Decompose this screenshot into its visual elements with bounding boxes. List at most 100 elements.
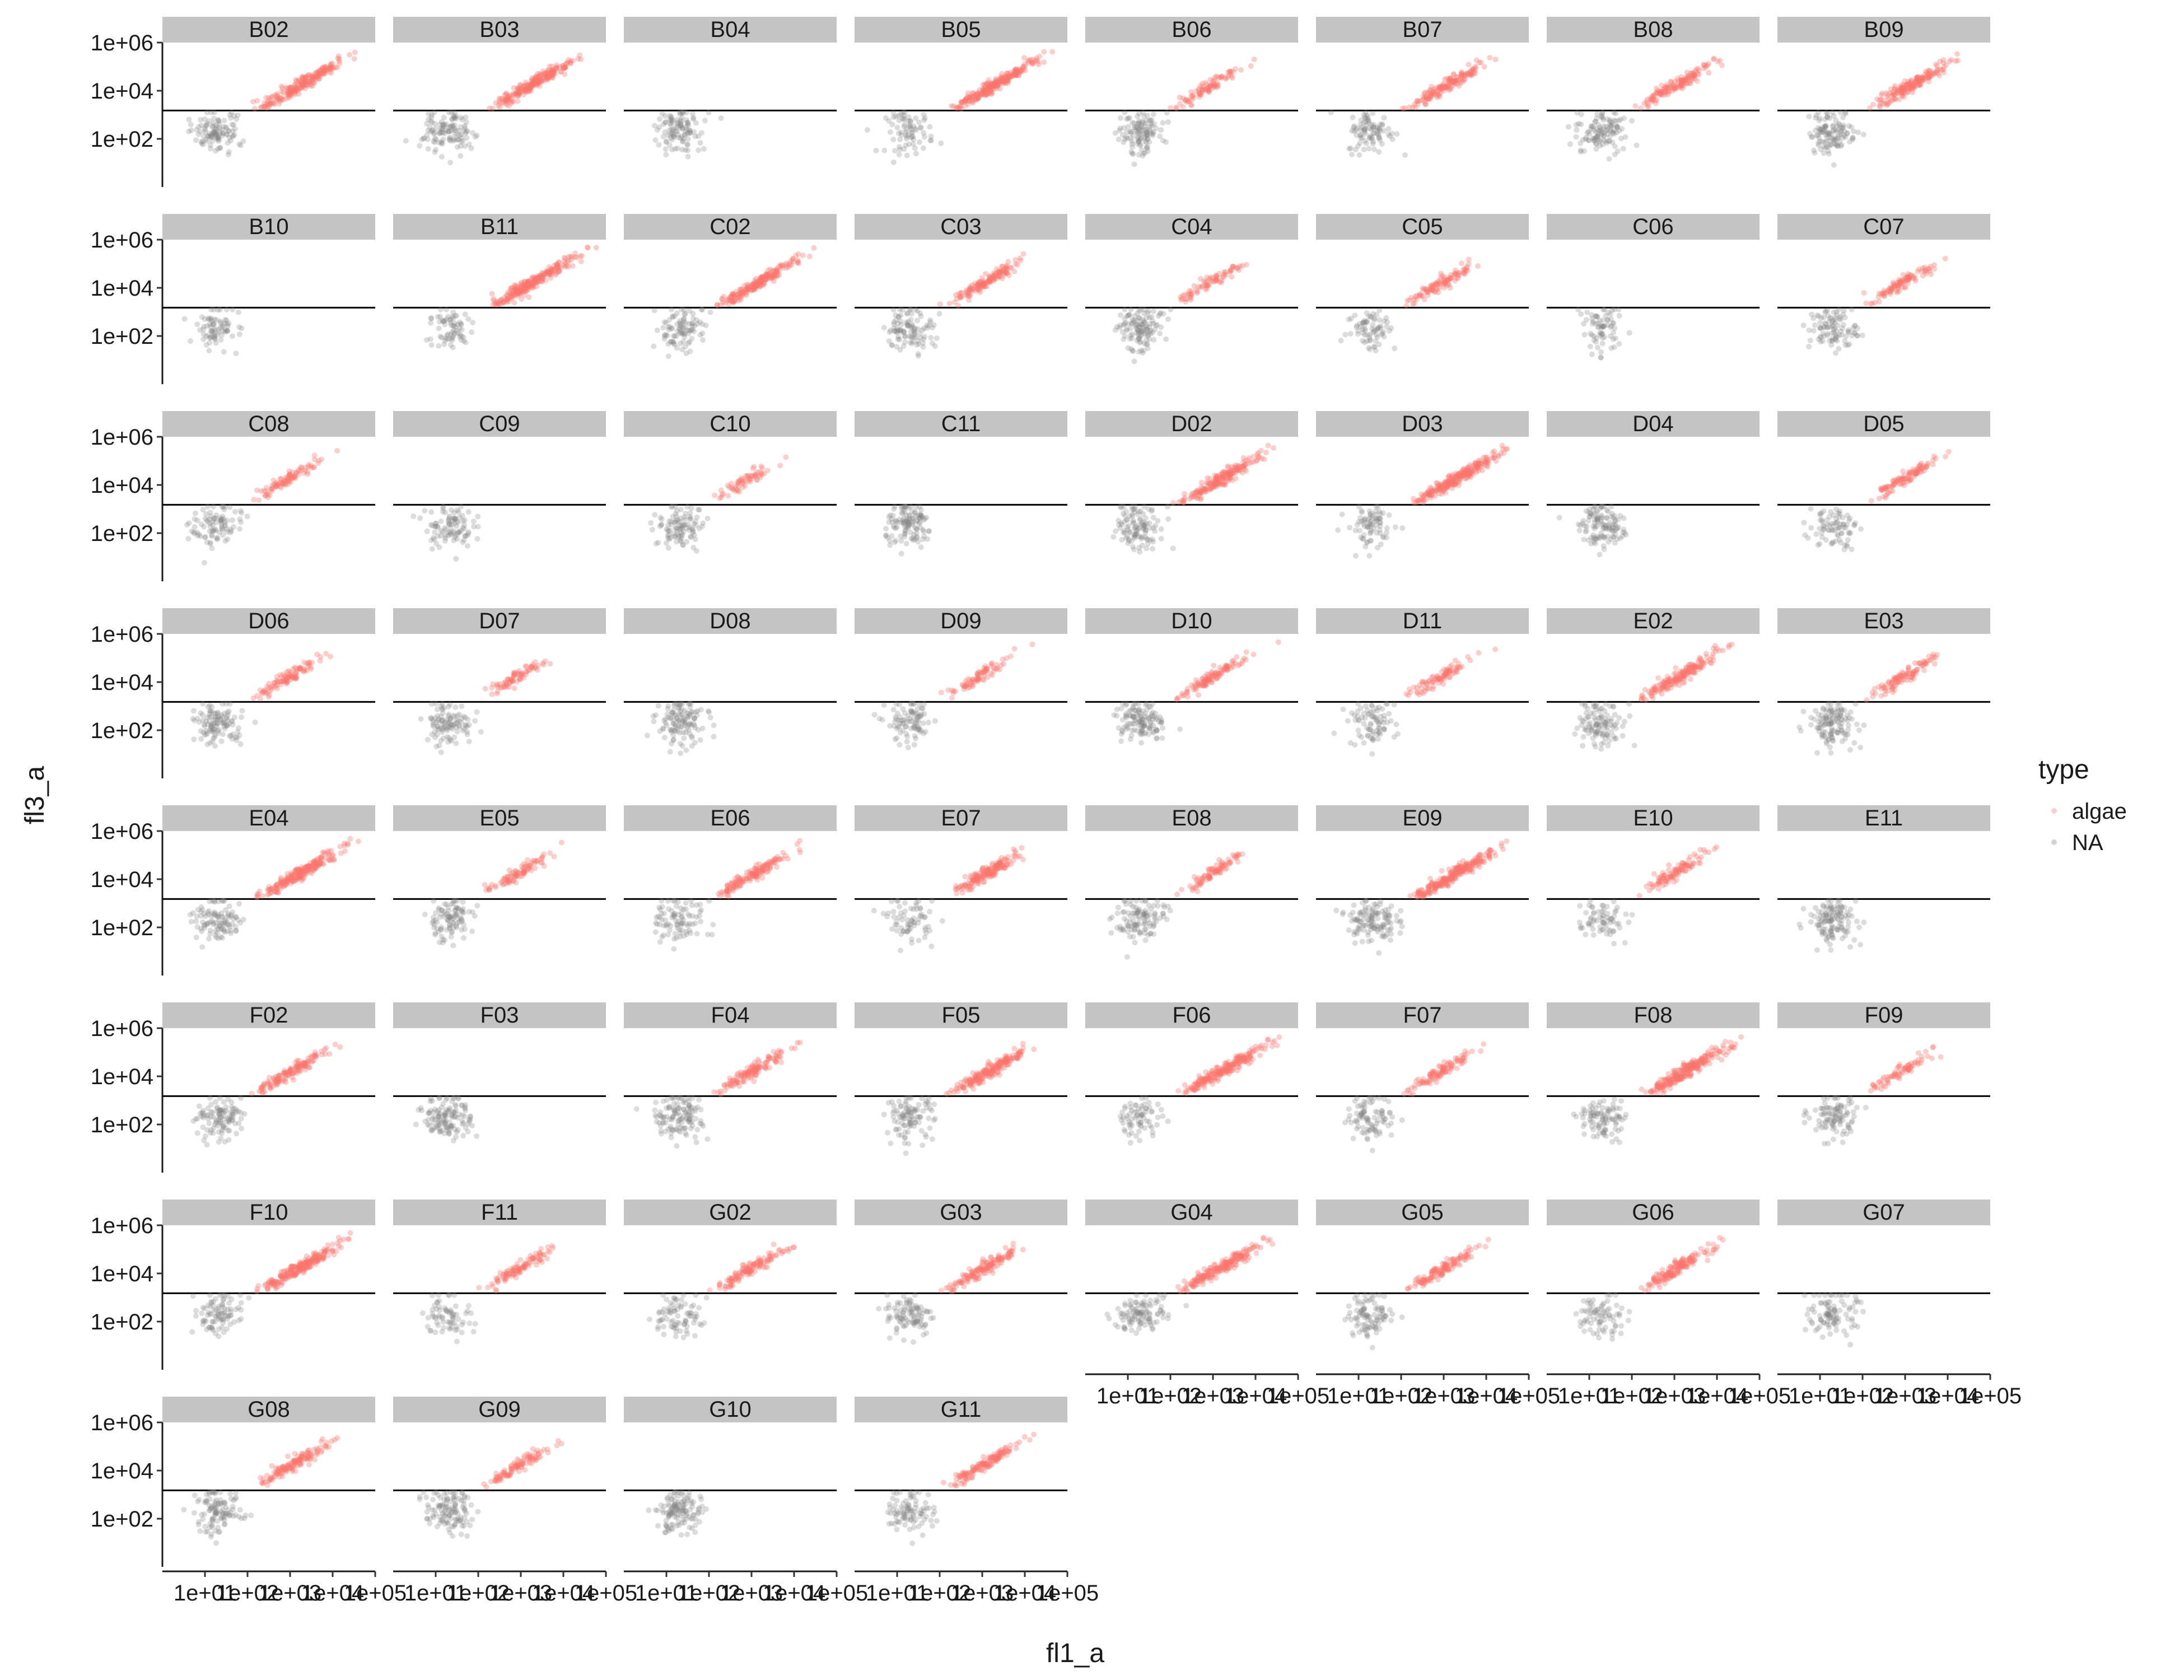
na-point (902, 339, 908, 346)
na-point (1116, 136, 1122, 142)
algae-point (544, 75, 550, 81)
algae-point (492, 300, 498, 306)
algae-point (337, 60, 343, 67)
algae-point (531, 82, 537, 88)
na-point (1394, 131, 1400, 137)
algae-point (1487, 54, 1493, 60)
algae-point (1225, 69, 1231, 76)
algae-point (262, 104, 268, 110)
algae-point (526, 87, 533, 93)
na-point (472, 134, 478, 140)
algae-point (553, 64, 559, 70)
na-point (449, 128, 455, 134)
algae-point (547, 271, 553, 277)
na-point (661, 335, 668, 342)
na-point (915, 353, 921, 359)
algae-point (1717, 57, 1723, 63)
na-point (906, 319, 912, 325)
algae-point (351, 56, 357, 62)
na-point (680, 125, 686, 131)
na-point (1380, 534, 1387, 540)
na-point (447, 138, 454, 144)
algae-point (529, 82, 535, 88)
na-point (906, 118, 912, 124)
algae-point (531, 78, 537, 85)
na-point (1150, 111, 1156, 118)
algae-point (554, 62, 560, 68)
algae-point (323, 63, 329, 69)
algae-point (1233, 475, 1239, 482)
na-point (214, 124, 220, 130)
na-point (211, 129, 217, 135)
algae-point (1221, 475, 1227, 482)
na-point (210, 503, 216, 510)
algae-point (1009, 264, 1015, 270)
na-point (1613, 110, 1619, 116)
na-point (430, 127, 436, 133)
algae-point (272, 101, 278, 107)
algae-point (266, 104, 272, 110)
algae-point (288, 88, 295, 95)
algae-point (522, 82, 528, 88)
na-point (1830, 109, 1836, 115)
na-point (441, 341, 447, 347)
na-point (461, 127, 467, 133)
algae-point (513, 90, 519, 96)
algae-point (1466, 256, 1472, 263)
algae-point (1689, 77, 1695, 83)
algae-point (717, 495, 723, 501)
na-point (692, 536, 698, 543)
algae-point (533, 74, 539, 80)
algae-point (1015, 72, 1021, 78)
na-point (461, 537, 467, 543)
na-point (912, 326, 918, 332)
na-point (446, 336, 452, 342)
algae-point (575, 55, 581, 62)
na-point (1373, 503, 1379, 510)
na-point (231, 113, 237, 119)
algae-point (514, 92, 520, 99)
na-point (447, 134, 453, 141)
na-point (1125, 124, 1131, 130)
na-point (436, 343, 442, 349)
algae-point (504, 101, 510, 108)
facet-points (1112, 57, 1257, 167)
na-point (215, 135, 221, 141)
algae-point (295, 88, 301, 94)
algae-point (497, 100, 503, 106)
algae-point (562, 64, 568, 71)
na-point (1606, 156, 1612, 162)
na-point (232, 126, 238, 132)
na-point (454, 144, 460, 150)
algae-point (298, 82, 305, 88)
algae-point (549, 67, 555, 73)
na-point (1621, 115, 1627, 122)
algae-point (1915, 73, 1921, 80)
algae-point (533, 73, 539, 80)
algae-point (517, 82, 524, 88)
na-point (1144, 341, 1150, 347)
na-point (437, 130, 443, 136)
algae-point (526, 86, 533, 92)
algae-point (284, 88, 291, 94)
algae-point (517, 88, 523, 95)
na-point (912, 509, 918, 515)
algae-point (503, 98, 510, 104)
na-point (440, 124, 446, 130)
na-point (474, 536, 480, 542)
facet-panel: C10 (624, 411, 837, 554)
algae-point (1238, 67, 1244, 73)
algae-point (549, 69, 555, 75)
na-point (685, 153, 691, 160)
na-point (673, 333, 679, 339)
na-point (208, 306, 214, 312)
algae-point (999, 78, 1005, 84)
na-point (211, 115, 217, 122)
facet-strip (162, 17, 375, 43)
na-point (461, 522, 467, 528)
algae-point (493, 100, 499, 106)
algae-point (283, 85, 289, 91)
na-point (440, 122, 446, 128)
na-point (1362, 119, 1369, 125)
algae-point (1212, 477, 1219, 483)
